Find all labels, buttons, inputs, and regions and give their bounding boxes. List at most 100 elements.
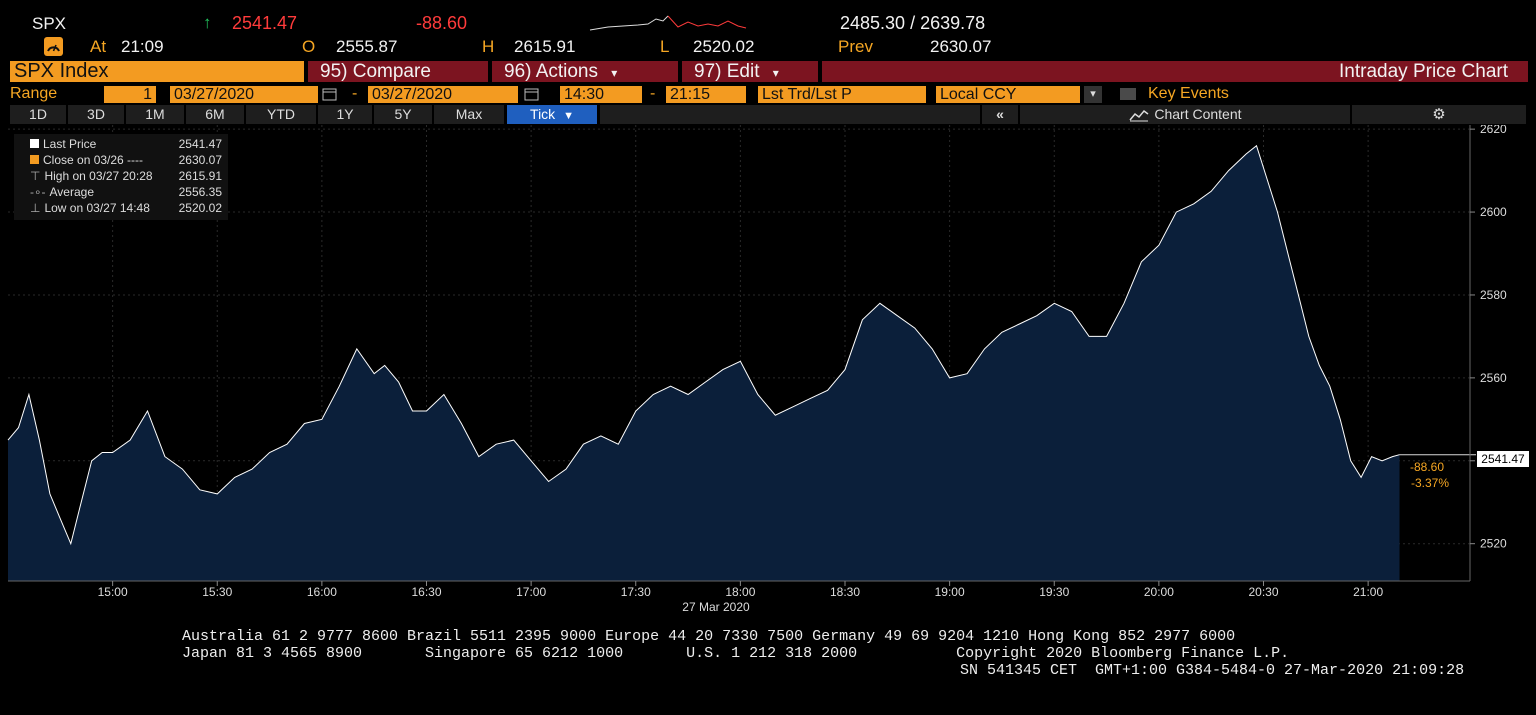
collapse-icon[interactable]: « (982, 105, 1018, 124)
start-time-field[interactable]: 14:30 (560, 86, 642, 103)
pct-change-tag: -3.37% (1411, 476, 1450, 490)
caret-down-icon: ▼ (563, 110, 574, 122)
gear-icon: ⚙ (1432, 106, 1446, 123)
high-marker-icon: ⊤ (30, 169, 41, 183)
legend-low-value: 2520.02 (178, 201, 222, 215)
calendar-icon[interactable] (322, 87, 338, 101)
up-arrow-icon: ↑ (203, 13, 212, 32)
actions-button[interactable]: 96) Actions ▾ (492, 61, 678, 82)
footer-phones-1: Australia 61 2 9777 8600 Brazil 5511 239… (182, 628, 1236, 645)
dash-separator: - (352, 85, 358, 102)
average-marker-icon: -∘- (30, 185, 46, 199)
chevron-down-icon: ▾ (611, 66, 618, 80)
tab-max[interactable]: Max (434, 105, 504, 124)
key-events-label: Key Events (1148, 85, 1229, 102)
prev-label: Prev (838, 37, 873, 56)
legend-average: -∘- Average (30, 185, 94, 199)
tab-6m[interactable]: 6M (186, 105, 244, 124)
key-events-checkbox[interactable] (1120, 88, 1136, 100)
tab-tick[interactable]: Tick ▼ (507, 105, 597, 124)
x-tick-label: 17:00 (516, 585, 546, 599)
x-tick-label: 18:30 (830, 585, 860, 599)
tab-ytd[interactable]: YTD (246, 105, 316, 124)
x-axis: 15:00 15:30 16:00 16:30 17:00 17:30 18:00 18:30… (98, 581, 1383, 599)
legend-high-value: 2615.91 (178, 169, 222, 183)
day-range: 2485.30 / 2639.78 (840, 13, 986, 33)
range-label: Range (10, 85, 58, 102)
toolbar-spacer (600, 105, 980, 124)
open-value: 2555.87 (336, 37, 398, 56)
calendar-icon[interactable] (524, 87, 540, 101)
x-tick-label: 17:30 (621, 585, 651, 599)
orange-square-icon (30, 155, 39, 164)
footer-session: SN 541345 CET GMT+1:00 G384-5484-0 27-Ma… (960, 662, 1465, 679)
legend-close: Close on 03/26 ---- (30, 152, 143, 168)
legend-average-value: 2556.35 (178, 185, 222, 199)
edit-label: 97) Edit (694, 61, 760, 82)
x-tick-label: 20:00 (1144, 585, 1174, 599)
y-tick-label: 2600 (1480, 205, 1507, 219)
last-price-tag: 2541.47 (1477, 451, 1529, 467)
tab-1y[interactable]: 1Y (318, 105, 372, 124)
x-tick-label: 19:30 (1039, 585, 1069, 599)
ticker-label: SPX (32, 14, 67, 33)
tab-tick-label: Tick (530, 106, 556, 122)
tab-1m[interactable]: 1M (126, 105, 184, 124)
x-tick-label: 20:30 (1248, 585, 1278, 599)
end-time-field[interactable]: 21:15 (666, 86, 746, 103)
price-line (7, 144, 1400, 546)
at-time: 21:09 (121, 37, 164, 56)
low-label: L (660, 37, 670, 56)
range-number-field[interactable]: 1 (104, 86, 156, 103)
legend-close-value: 2630.07 (178, 153, 222, 167)
x-tick-label: 16:00 (307, 585, 337, 599)
price-chart[interactable]: 252025402560258026002620 15:0015:3016:00… (0, 125, 1536, 620)
x-tick-label: 21:00 (1353, 585, 1383, 599)
x-tick-label: 18:00 (725, 585, 755, 599)
y-tick-label: 2620 (1480, 125, 1507, 136)
y-tick-label: 2560 (1480, 371, 1507, 385)
edit-button[interactable]: 97) Edit ▾ (682, 61, 818, 82)
low-value: 2520.02 (693, 37, 755, 56)
tab-5y[interactable]: 5Y (374, 105, 432, 124)
start-date-field[interactable]: 03/27/2020 (170, 86, 318, 103)
change-tag: -88.60 (1410, 460, 1445, 474)
chevron-down-icon: ▾ (772, 66, 779, 80)
chevron-down-icon[interactable]: ▾ (1084, 86, 1102, 103)
x-axis-date-label: 27 Mar 2020 (682, 600, 750, 614)
x-tick-label: 15:30 (202, 585, 232, 599)
settings-button[interactable]: ⚙ (1352, 105, 1526, 124)
chart-content-label: Chart Content (1154, 106, 1242, 122)
price-area (8, 145, 1400, 581)
end-date-field[interactable]: 03/27/2020 (368, 86, 518, 103)
chart-icon (1129, 110, 1149, 122)
x-tick-label: 19:00 (935, 585, 965, 599)
prev-value: 2630.07 (930, 37, 992, 56)
chart-content-button[interactable]: Chart Content (1020, 105, 1350, 124)
legend-last-value: 2541.47 (178, 137, 222, 151)
white-square-icon (30, 139, 39, 148)
tab-3d[interactable]: 3D (68, 105, 124, 124)
dash-separator: - (650, 85, 656, 102)
legend-last-price: Last Price (30, 136, 96, 152)
security-field[interactable]: SPX Index (10, 61, 304, 82)
net-change: -88.60 (416, 13, 468, 33)
y-axis: 252025402560258026002620 (1470, 125, 1507, 551)
legend: Last Price 2541.47 Close on 03/26 ---- 2… (14, 134, 228, 220)
at-label: At (90, 37, 107, 56)
legend-high: ⊤ High on 03/27 20:28 (30, 169, 153, 183)
x-tick-label: 16:30 (411, 585, 441, 599)
currency-dropdown[interactable]: Local CCY (936, 86, 1080, 103)
y-tick-label: 2520 (1480, 537, 1507, 551)
footer-phones-2: Japan 81 3 4565 8900 Singapore 65 6212 1… (182, 645, 1290, 662)
speedometer-icon[interactable] (44, 37, 63, 56)
low-marker-icon: ⊥ (30, 201, 41, 215)
x-tick-label: 15:00 (98, 585, 128, 599)
actions-label: 96) Actions (504, 61, 598, 82)
tab-1d[interactable]: 1D (10, 105, 66, 124)
open-label: O (302, 37, 316, 56)
compare-button[interactable]: 95) Compare (308, 61, 488, 82)
legend-low: ⊥ Low on 03/27 14:48 (30, 201, 150, 215)
y-tick-label: 2580 (1480, 288, 1507, 302)
price-type-dropdown[interactable]: Lst Trd/Lst P (758, 86, 926, 103)
